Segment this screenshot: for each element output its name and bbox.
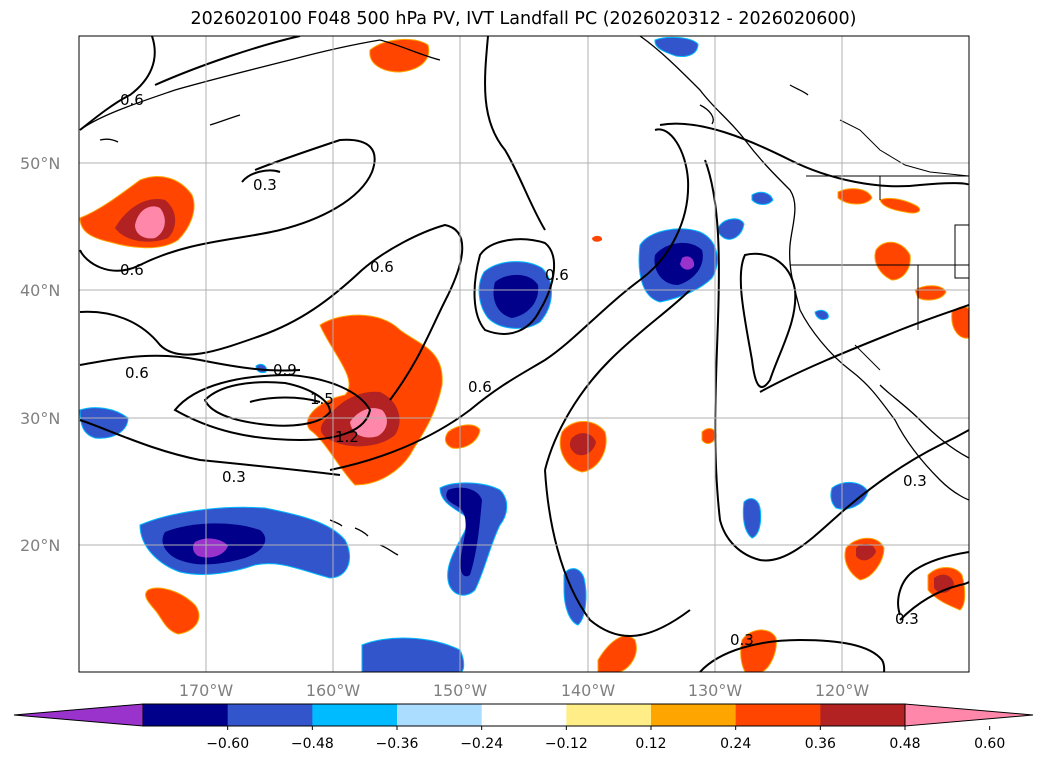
colorbar-segment	[481, 704, 567, 726]
colorbar-tick-label: −0.36	[376, 736, 419, 752]
contour-line	[544, 469, 691, 637]
contour-label: 0.3	[253, 176, 277, 194]
colorbar-tick-label: 0.48	[889, 736, 920, 752]
negative-anomaly-fills	[79, 36, 869, 672]
colorbar-segment	[312, 704, 398, 726]
political-borders	[790, 119, 969, 371]
colorbar-tick-label: −0.12	[545, 736, 588, 752]
gridlines	[79, 36, 969, 672]
colorbar-segment	[143, 704, 229, 726]
contour-line	[897, 551, 969, 616]
lon-label-120w: 120°W	[815, 681, 870, 700]
colorbar-tick-label: −0.24	[460, 736, 503, 752]
contour-label: 0.6	[468, 378, 492, 396]
contour-label: 0.9	[273, 361, 297, 379]
contour-label: 0.3	[222, 468, 246, 486]
contour-label: 0.6	[125, 364, 149, 382]
colorbar: −0.60 −0.48 −0.36 −0.24 −0.12 0.12 0.24 0.36 0.4…	[13, 703, 1034, 752]
colorbar-tick-label: 0.24	[720, 736, 751, 752]
lat-label-40n: 40°N	[20, 281, 60, 300]
colorbar-tick-label: 0.12	[635, 736, 666, 752]
coastlines	[79, 36, 969, 556]
colorbar-extend-low	[13, 703, 144, 727]
contour-label: 0.3	[730, 631, 754, 649]
contour-label: 0.3	[903, 472, 927, 490]
contour-line	[739, 252, 797, 388]
contour-label: 0.6	[120, 261, 144, 279]
colorbar-segment	[651, 704, 737, 726]
colorbar-segment	[227, 704, 313, 726]
colorbar-segment	[566, 704, 652, 726]
contour-line	[249, 396, 321, 403]
contour-line	[154, 36, 301, 86]
longitude-labels: 170°W 160°W 150°W 140°W 130°W 120°W	[179, 681, 870, 700]
lon-label-150w: 150°W	[433, 681, 488, 700]
contour-label: 0.6	[370, 258, 394, 276]
lat-label-30n: 30°N	[20, 409, 60, 428]
contour-line	[241, 169, 281, 183]
fill-blob-north	[369, 38, 430, 73]
contour-line	[484, 36, 546, 231]
colorbar-segment	[735, 704, 821, 726]
colorbar-tick-label: 0.60	[974, 736, 1005, 752]
map-frame	[78, 35, 970, 673]
contour-line	[704, 159, 969, 562]
colorbar-segment	[397, 704, 483, 726]
figure-title: 2026020100 F048 500 hPa PV, IVT Landfall…	[190, 9, 857, 29]
contour-line	[329, 128, 690, 471]
lon-label-130w: 130°W	[688, 681, 743, 700]
positive-anomaly-fills	[79, 38, 969, 672]
contour-line	[79, 223, 464, 401]
lat-label-20n: 20°N	[20, 536, 60, 555]
contour-line	[473, 238, 556, 335]
lon-label-170w: 170°W	[179, 681, 234, 700]
contour-label: 0.3	[895, 610, 919, 628]
contour-line	[899, 581, 969, 621]
contour-line	[79, 36, 156, 131]
colorbar-border	[142, 703, 906, 727]
colorbar-tick-label: 0.36	[805, 736, 836, 752]
colorbar-extend-high	[904, 703, 1034, 727]
contour-line	[759, 304, 969, 393]
colorbar-tick-label: −0.60	[206, 736, 249, 752]
contour-line	[203, 381, 332, 427]
colorbar-tick-label: −0.48	[291, 736, 334, 752]
contour-label: 1.5	[310, 390, 334, 408]
map-background	[79, 36, 969, 672]
pv-contours	[79, 36, 969, 672]
contour-line	[79, 419, 341, 476]
lat-label-50n: 50°N	[20, 154, 60, 173]
contour-label: 0.6	[120, 91, 144, 109]
colorbar-segment	[820, 704, 906, 726]
lon-label-140w: 140°W	[561, 681, 616, 700]
contour-label: 1.2	[335, 428, 359, 446]
contour-line	[699, 638, 886, 672]
contour-labels: 0.6 0.3 0.6 0.6 0.6 0.6 0.9 1.5 1.2 0.6 …	[120, 91, 927, 649]
contour-line	[79, 354, 301, 372]
contour-line	[173, 373, 372, 442]
lon-label-160w: 160°W	[306, 681, 361, 700]
latitude-labels: 20°N 30°N 40°N 50°N	[20, 154, 60, 555]
contour-line	[544, 289, 691, 471]
contour-line	[79, 138, 376, 272]
contour-label: 0.6	[545, 266, 569, 284]
